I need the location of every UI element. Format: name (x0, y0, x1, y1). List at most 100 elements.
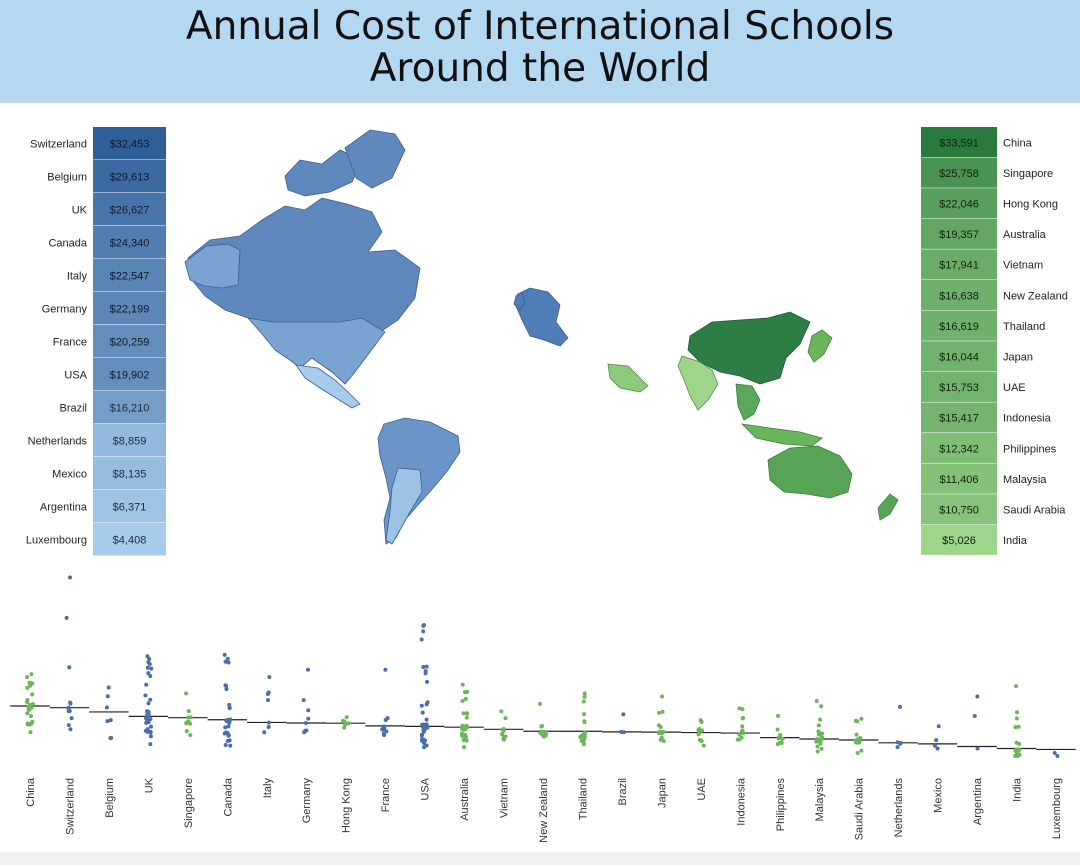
strip-point (68, 700, 73, 705)
strip-point (461, 726, 466, 731)
left-table-cell (93, 226, 166, 259)
strip-point (29, 672, 34, 677)
strip-point (224, 683, 229, 688)
strip-point (820, 731, 825, 736)
strip-point (581, 699, 586, 704)
left-table-value: $19,902 (110, 370, 150, 382)
strip-point (854, 732, 859, 737)
strip-point (420, 710, 425, 715)
left-table-cell (93, 358, 166, 391)
strip-x-tick-label: China (25, 777, 37, 807)
right-table-value: $33,591 (939, 137, 979, 149)
strip-point (342, 719, 347, 724)
right-table-country: New Zealand (1003, 290, 1068, 302)
strip-point (853, 718, 858, 723)
strip-point (898, 741, 903, 746)
strip-point (421, 629, 426, 634)
strip-point (145, 714, 150, 719)
left-table-value: $32,453 (110, 139, 150, 151)
strip-point (226, 724, 231, 729)
strip-point (188, 733, 193, 738)
strip-point (105, 694, 110, 699)
strip-point (582, 694, 587, 699)
left-table-value: $6,371 (113, 502, 147, 514)
strip-point (776, 713, 781, 718)
map-argentina (385, 467, 423, 545)
strip-x-tick-label: UAE (696, 778, 708, 801)
strip-point (148, 742, 153, 747)
strip-point (186, 715, 191, 720)
strip-point (186, 719, 191, 724)
strip-point (975, 694, 980, 699)
strip-point (105, 719, 110, 724)
strip-point (699, 739, 704, 744)
right-table-cell (921, 157, 997, 188)
strip-point (419, 703, 424, 708)
strip-point (775, 727, 780, 732)
right-table-cell (921, 463, 997, 494)
left-table-country: Germany (42, 304, 88, 316)
strip-point (934, 738, 939, 743)
strip-point (815, 744, 820, 749)
strip-point (266, 720, 271, 725)
right-table-country: Hong Kong (1003, 199, 1058, 211)
strip-point (739, 735, 744, 740)
strip-point (503, 716, 508, 721)
strip-point (149, 666, 154, 671)
left-table-country: UK (72, 205, 88, 217)
strip-point (64, 615, 69, 620)
right-table-value: $16,044 (939, 352, 979, 364)
strip-point (145, 665, 150, 670)
right-table-country: Indonesia (1003, 413, 1052, 425)
strip-point (859, 748, 864, 753)
strip-point (148, 734, 153, 739)
strip-point (814, 698, 819, 703)
strip-point (146, 710, 151, 715)
right-table-cell (921, 341, 997, 372)
strip-point (815, 749, 820, 754)
right-table-cell (921, 249, 997, 280)
strip-point (266, 698, 271, 703)
left-table-value: $29,613 (110, 172, 150, 184)
strip-point (228, 743, 233, 748)
strip-point (148, 729, 153, 734)
strip-point (227, 720, 232, 725)
strip-point (421, 664, 426, 669)
strip-point (28, 730, 33, 735)
right-table-country: Malaysia (1003, 474, 1047, 486)
right-table-value: $22,046 (939, 199, 979, 211)
left-table-cell (93, 457, 166, 490)
left-table-country: Argentina (40, 502, 88, 514)
strip-point (184, 729, 189, 734)
strip-point (421, 727, 426, 732)
left-table-cell (93, 424, 166, 457)
strip-x-tick-label: India (1012, 777, 1024, 802)
strip-point (66, 709, 71, 714)
strip-x-tick-label: Brazil (617, 778, 629, 806)
strip-point (148, 674, 153, 679)
strip-point (28, 681, 33, 686)
left-table-cell (93, 391, 166, 424)
strip-point (419, 637, 424, 642)
strip-point (699, 720, 704, 725)
right-table-country: China (1003, 137, 1033, 149)
strip-point (424, 717, 429, 722)
left-table-cell (93, 193, 166, 226)
map-saudi-arabia (607, 363, 649, 393)
right-table-value: $19,357 (939, 229, 979, 241)
strip-point (266, 690, 271, 695)
strip-point (463, 696, 468, 701)
strip-point (223, 725, 228, 730)
strip-x-tick-label: New Zealand (538, 778, 550, 843)
strip-point (462, 690, 467, 695)
right-table-cell (921, 218, 997, 249)
right-table-value: $15,417 (939, 413, 979, 425)
strip-point (27, 707, 32, 712)
bottom-band (0, 852, 1080, 865)
right-table-country: UAE (1003, 382, 1026, 394)
left-table-country: Canada (48, 238, 87, 250)
right-table-value: $11,406 (940, 474, 979, 486)
strip-point (66, 705, 71, 710)
strip-point (104, 705, 109, 710)
strip-point (143, 693, 148, 698)
